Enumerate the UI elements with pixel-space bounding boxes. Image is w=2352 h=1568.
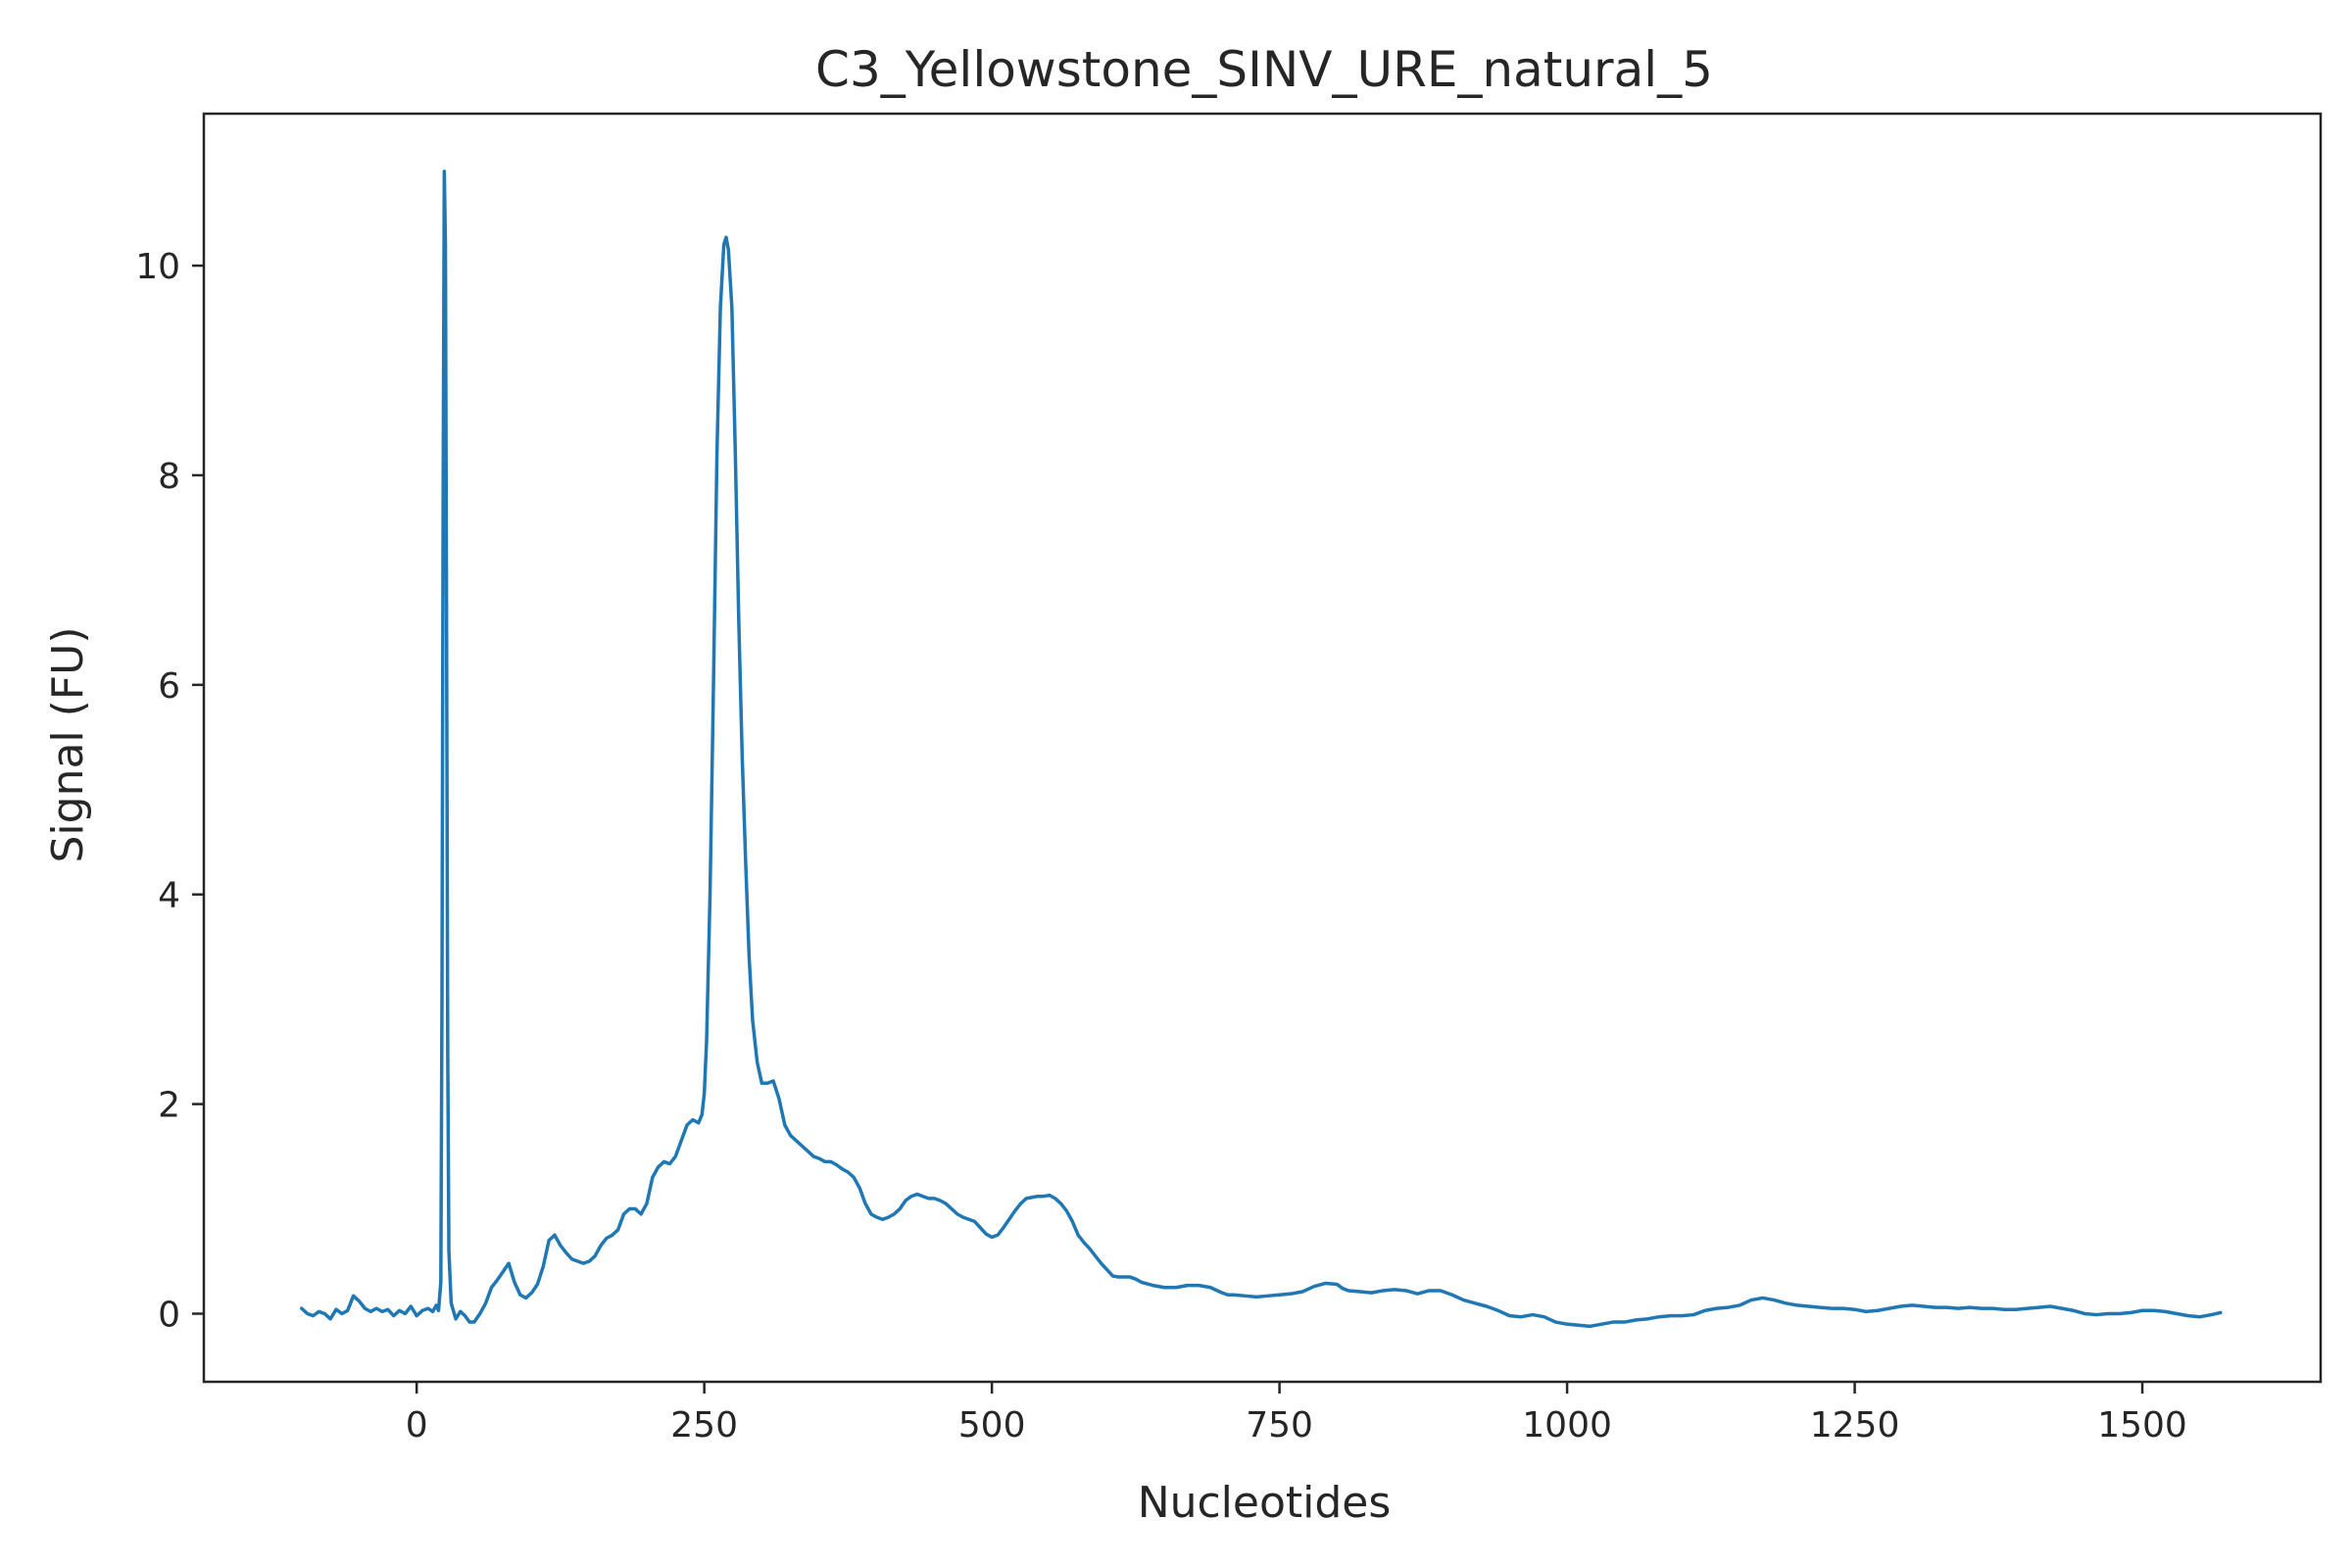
x-tick-label: 1500 xyxy=(2097,1405,2187,1446)
y-tick-label: 6 xyxy=(158,666,180,707)
y-tick-label: 4 xyxy=(158,876,180,916)
y-tick-label: 8 xyxy=(158,457,180,497)
x-tick-label: 500 xyxy=(958,1405,1026,1446)
x-tick-label: 1250 xyxy=(1810,1405,1900,1446)
y-tick-label: 0 xyxy=(158,1295,180,1335)
y-axis-label: Signal (FU) xyxy=(43,627,93,863)
x-axis-label: Nucleotides xyxy=(1138,1478,1392,1528)
y-axis: 0 2 4 6 8 10 xyxy=(135,247,204,1335)
y-tick-label: 2 xyxy=(158,1086,180,1126)
x-tick-label: 250 xyxy=(670,1405,738,1446)
y-tick-label: 10 xyxy=(135,247,180,287)
x-tick-label: 750 xyxy=(1246,1405,1313,1446)
plot-frame xyxy=(202,112,2323,1384)
x-tick-label: 1000 xyxy=(1522,1405,1612,1446)
x-tick-label: 0 xyxy=(406,1405,428,1446)
x-axis: 0 250 500 750 1000 1250 1500 xyxy=(406,1382,2187,1446)
chart-title: C3_Yellowstone_SINV_URE_natural_5 xyxy=(815,41,1713,98)
series-line-0 xyxy=(300,170,2223,1329)
